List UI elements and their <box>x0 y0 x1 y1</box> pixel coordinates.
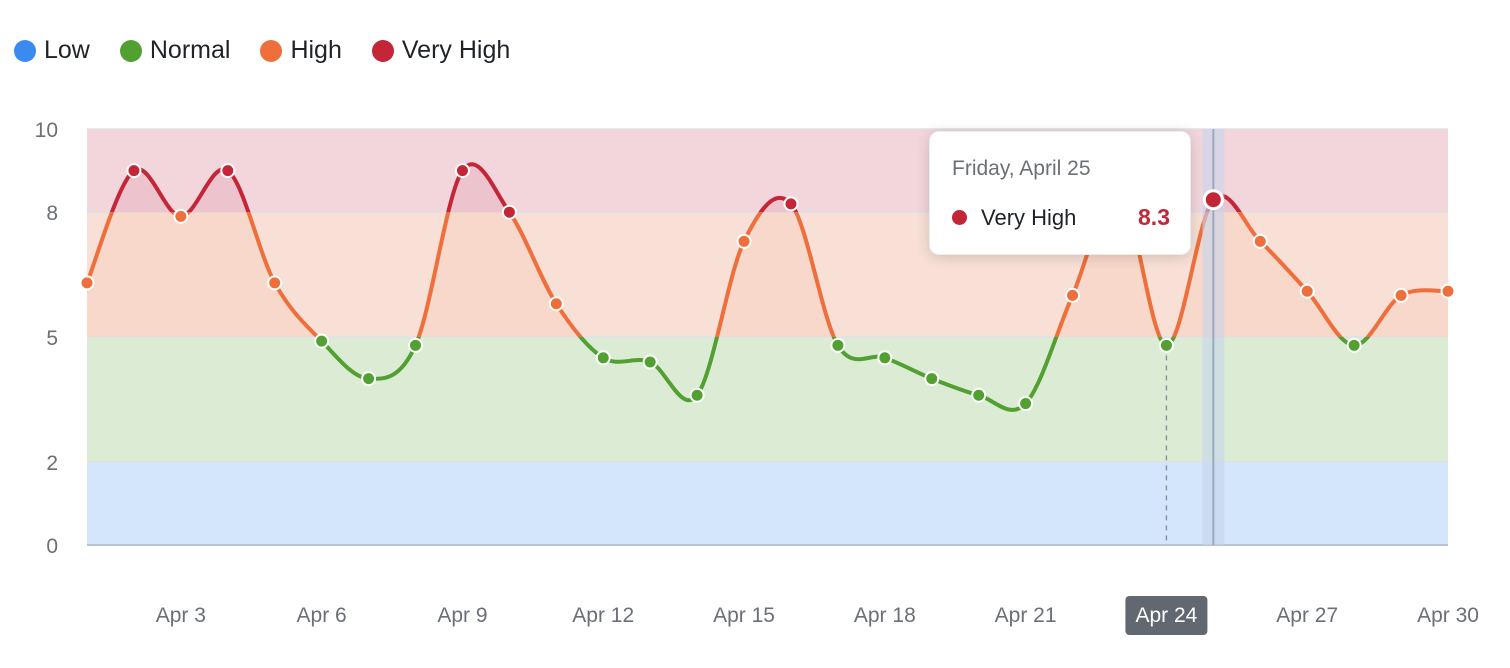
legend-label-very-high: Very High <box>401 36 511 64</box>
chart-tooltip: Friday, April 25 Very High 8.3 <box>929 131 1191 255</box>
y-tick-label: 0 <box>46 535 58 558</box>
chart-legend: Low Normal High Very High <box>14 36 510 65</box>
x-tick-label: Apr 12 <box>572 604 634 627</box>
x-tick-label: Apr 9 <box>437 604 487 627</box>
x-tick-highlight <box>1125 596 1208 635</box>
legend-dot-very-high <box>371 39 394 62</box>
legend-label-low: Low <box>44 36 90 64</box>
data-point <box>1018 396 1034 412</box>
tooltip-series-label: Very High <box>981 204 1077 230</box>
data-point <box>220 163 236 179</box>
y-tick-label: 10 <box>35 119 58 142</box>
y-tick-label: 5 <box>46 327 58 350</box>
legend-dot-low <box>14 39 36 62</box>
x-tick-label: Apr 21 <box>995 604 1057 627</box>
data-point <box>1158 337 1174 353</box>
data-point <box>1202 189 1224 211</box>
band-very-high <box>87 129 1448 213</box>
data-point <box>689 387 705 403</box>
data-point <box>454 163 470 179</box>
y-tick-label: 8 <box>46 202 58 225</box>
tooltip-value: 8.3 <box>1138 204 1170 230</box>
data-point <box>971 387 987 403</box>
tooltip-series-dot <box>952 210 967 225</box>
x-tick-label: Apr 18 <box>854 604 916 627</box>
data-point <box>79 275 95 291</box>
legend-item-very-high[interactable]: Very High <box>371 36 511 65</box>
x-tick-label: Apr 27 <box>1276 604 1338 627</box>
data-point <box>783 196 799 212</box>
legend-item-high[interactable]: High <box>260 36 342 65</box>
data-point <box>1393 287 1409 303</box>
legend-label-normal: Normal <box>149 36 231 64</box>
data-point <box>877 350 893 366</box>
data-point <box>126 163 142 179</box>
legend-item-normal[interactable]: Normal <box>119 36 231 65</box>
legend-item-low[interactable]: Low <box>14 36 90 65</box>
data-point <box>1346 337 1362 353</box>
y-tick-label: 2 <box>46 452 58 475</box>
band-low <box>87 461 1448 545</box>
x-tick-label: Apr 24 <box>1135 604 1197 627</box>
band-normal <box>87 337 1448 462</box>
data-point <box>642 354 658 370</box>
data-point <box>830 337 846 353</box>
legend-dot-high <box>260 39 283 62</box>
x-tick-label: Apr 15 <box>713 604 775 627</box>
x-tick-label: Apr 6 <box>297 604 347 627</box>
data-point <box>314 333 330 349</box>
tooltip-row: Very High 8.3 <box>952 204 1170 231</box>
data-point <box>501 204 517 220</box>
legend-label-high: High <box>290 36 342 64</box>
data-point <box>736 233 752 249</box>
data-point <box>1065 287 1081 303</box>
x-tick-label: Apr 30 <box>1417 604 1479 627</box>
data-point <box>173 208 189 224</box>
data-point <box>1440 283 1456 299</box>
data-point <box>267 275 283 291</box>
x-tick-label: Apr 3 <box>156 604 206 627</box>
tooltip-date: Friday, April 25 <box>952 157 1091 180</box>
data-point <box>361 371 377 387</box>
data-point <box>408 337 424 353</box>
data-point <box>595 350 611 366</box>
data-point <box>924 371 940 387</box>
data-point <box>1252 233 1268 249</box>
line-high <box>85 212 1449 337</box>
legend-dot-normal <box>119 39 142 62</box>
data-point <box>1299 283 1315 299</box>
data-point <box>548 296 564 312</box>
